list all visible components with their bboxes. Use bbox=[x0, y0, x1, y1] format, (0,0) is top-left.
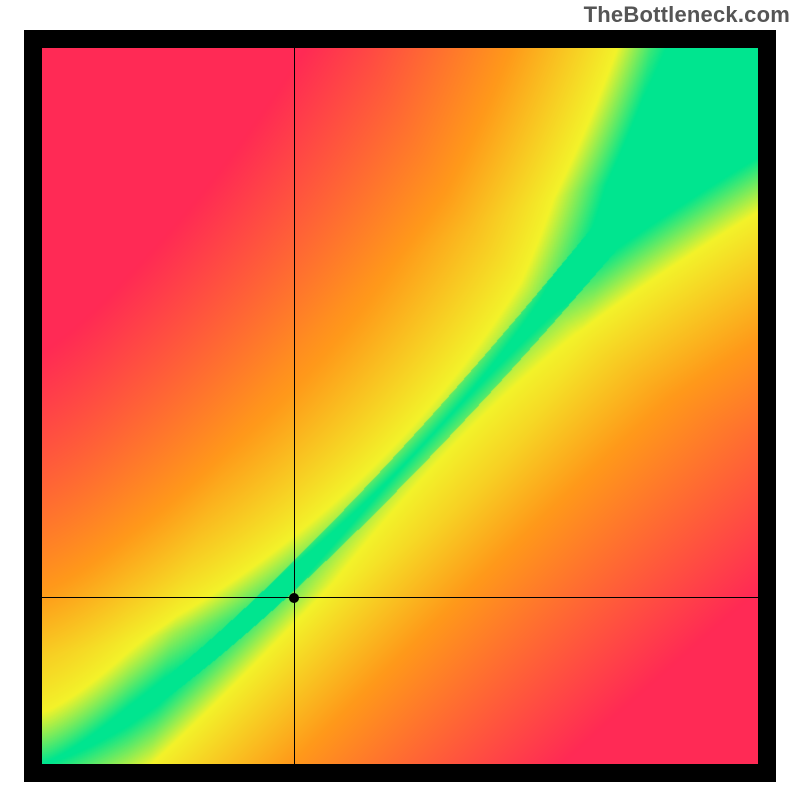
chart-frame bbox=[24, 30, 776, 782]
plot-area bbox=[42, 48, 758, 764]
marker-dot bbox=[289, 593, 299, 603]
heatmap-canvas bbox=[42, 48, 758, 764]
watermark-text: TheBottleneck.com bbox=[584, 2, 790, 28]
crosshair-horizontal bbox=[42, 597, 758, 598]
crosshair-vertical bbox=[294, 48, 295, 764]
root: TheBottleneck.com bbox=[0, 0, 800, 800]
